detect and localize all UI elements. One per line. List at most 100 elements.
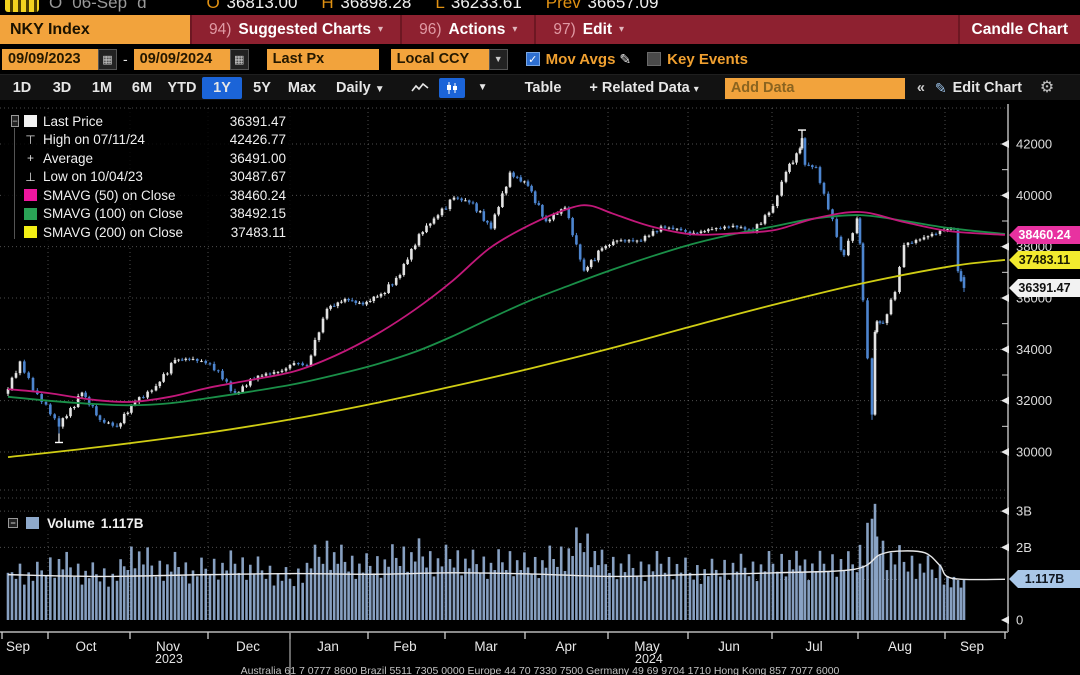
high-value: 36898.28 <box>340 0 412 12</box>
svg-text:Jun: Jun <box>718 639 740 654</box>
date-to-field[interactable]: 09/09/2024 <box>133 48 230 70</box>
menu-item-actions[interactable]: 96) Actions ▾ <box>400 15 534 44</box>
menu-label: Actions <box>448 20 506 38</box>
period-button-ytd[interactable]: YTD <box>167 80 197 96</box>
menu-num: 94) <box>209 20 232 38</box>
legend-value: 37483.11 <box>230 224 286 240</box>
volume-axis-chip: 1.117B <box>1009 570 1080 588</box>
menu-num: 97) <box>553 20 576 38</box>
svg-text:32000: 32000 <box>1016 393 1052 408</box>
price-field-select[interactable]: Last Px <box>266 48 379 70</box>
key-events-label: Key Events <box>667 50 749 68</box>
quote-session-date: 06-Sep <box>72 0 128 12</box>
menu-item-suggested-charts[interactable]: 94) Suggested Charts ▾ <box>190 15 400 44</box>
menu-num: 96) <box>419 20 442 38</box>
svg-text:Sep: Sep <box>960 639 984 654</box>
date-range-separator: - <box>123 51 128 67</box>
movavgs-checkbox[interactable]: ✓ <box>525 52 540 66</box>
legend-row-sma50[interactable]: SMAVG (50) on Close 38460.24 <box>8 186 286 205</box>
period-button-1d[interactable]: 1D <box>12 80 32 96</box>
chart-type-label: Candle Chart <box>957 15 1080 44</box>
svg-text:40000: 40000 <box>1016 188 1052 203</box>
key-events-checkbox[interactable] <box>647 52 662 66</box>
legend-row-sma200[interactable]: SMAVG (200) on Close 37483.11 <box>8 223 286 242</box>
svg-text:Mar: Mar <box>474 639 498 654</box>
svg-text:May: May <box>634 639 660 654</box>
legend-label: Low on 10/04/23 <box>43 169 143 185</box>
add-data-input[interactable] <box>724 77 905 99</box>
currency-select[interactable]: Local CCY <box>390 48 489 70</box>
collapse-button[interactable]: « <box>916 80 925 96</box>
menu-item-edit[interactable]: 97) Edit ▾ <box>534 15 641 44</box>
legend-row-low[interactable]: ⊥ Low on 10/04/23 30487.67 <box>8 168 286 187</box>
period-button-6m[interactable]: 6M <box>131 80 153 96</box>
alert-icon[interactable] <box>5 0 39 12</box>
legend-row-average[interactable]: + Average 36491.00 <box>8 149 286 168</box>
chevron-down-icon: ▾ <box>619 24 625 35</box>
related-data-label: + Related Data <box>589 80 690 96</box>
svg-text:2B: 2B <box>1016 540 1032 555</box>
legend-label: High on 07/11/24 <box>43 132 145 148</box>
sma100-swatch <box>24 207 37 220</box>
legend-value: 36391.47 <box>229 113 286 129</box>
period-button-3d[interactable]: 3D <box>52 80 72 96</box>
legend-value: 38460.24 <box>229 187 286 203</box>
volume-value: 1.117B <box>100 515 144 531</box>
low-marker-icon: ⊥ <box>25 169 36 184</box>
calendar-icon[interactable]: ▦ <box>229 48 249 70</box>
quote-mode: d <box>137 0 147 12</box>
edit-pencil-icon[interactable]: ✎ <box>934 79 947 96</box>
high-marker-icon: ⊤ <box>25 132 36 147</box>
edit-chart-button[interactable]: Edit Chart <box>952 80 1022 96</box>
quote-bar: O 06-Sep d O 36813.00 H 36898.28 L 36233… <box>0 0 1080 15</box>
pencil-icon[interactable]: ✎ <box>619 50 632 67</box>
related-data-button[interactable]: + Related Data ▾ <box>589 80 699 96</box>
line-chart-icon[interactable] <box>407 78 433 98</box>
legend-row-last-price[interactable]: − Last Price 36391.47 <box>8 112 286 131</box>
svg-text:3B: 3B <box>1016 504 1032 519</box>
volume-swatch <box>26 517 39 529</box>
quote-prefix: O <box>49 0 63 12</box>
menu-label: Suggested Charts <box>238 20 372 38</box>
svg-text:Jul: Jul <box>805 639 822 654</box>
svg-text:Nov: Nov <box>156 639 180 654</box>
chart-legend: − Last Price 36391.47 ⊤ High on 07/11/24… <box>4 110 292 246</box>
chart-style-dropdown[interactable]: ▼ <box>477 82 488 93</box>
period-button-5y[interactable]: 5Y <box>253 80 271 96</box>
table-button[interactable]: Table <box>524 80 562 96</box>
prev-label: Prev <box>545 0 581 12</box>
legend-label: SMAVG (100) on Close <box>43 206 184 222</box>
legend-tree-line <box>14 128 15 239</box>
calendar-icon[interactable]: ▦ <box>98 48 117 70</box>
legend-value: 36491.00 <box>229 150 286 166</box>
ticker-tab[interactable]: NKY Index <box>0 15 190 44</box>
legend-value: 38492.15 <box>229 206 286 222</box>
svg-text:34000: 34000 <box>1016 342 1052 357</box>
legend-expand-icon[interactable]: − <box>11 114 19 127</box>
frequency-dropdown[interactable]: Daily ▼ <box>336 80 385 96</box>
svg-text:Dec: Dec <box>236 639 260 654</box>
candle-chart-icon[interactable] <box>438 78 465 98</box>
toolbar-row: 1D 3D 1M 6M YTD 1Y 5Y Max Daily ▼ ▼ Tabl… <box>0 74 1080 101</box>
gear-icon[interactable]: ⚙ <box>1039 79 1055 96</box>
svg-text:Sep: Sep <box>6 639 30 654</box>
volume-legend[interactable]: − Volume 1.117B <box>4 512 198 534</box>
year-label-2024: 2024 <box>635 652 663 666</box>
legend-row-sma100[interactable]: SMAVG (100) on Close 38492.15 <box>8 205 286 224</box>
period-button-max[interactable]: Max <box>287 80 317 96</box>
period-button-1y[interactable]: 1Y <box>202 77 242 99</box>
date-from-field[interactable]: 09/09/2023 <box>2 48 98 70</box>
currency-dropdown-caret[interactable]: ▼ <box>488 48 508 70</box>
legend-expand-icon[interactable]: − <box>8 518 18 528</box>
legend-value: 30487.67 <box>229 169 286 185</box>
high-label: H <box>321 0 334 12</box>
legend-row-high[interactable]: ⊤ High on 07/11/24 42426.77 <box>8 131 286 150</box>
sma50-axis-chip: 38460.24 <box>1009 226 1080 244</box>
last-price-axis-chip: 36391.47 <box>1009 279 1080 297</box>
low-label: L <box>435 0 445 12</box>
period-button-1m[interactable]: 1M <box>91 80 113 96</box>
menu-label: Edit <box>582 20 613 38</box>
controls-row: 09/09/2023 ▦ - 09/09/2024 ▦ Last Px Loca… <box>0 44 1080 74</box>
svg-text:Aug: Aug <box>888 639 912 654</box>
